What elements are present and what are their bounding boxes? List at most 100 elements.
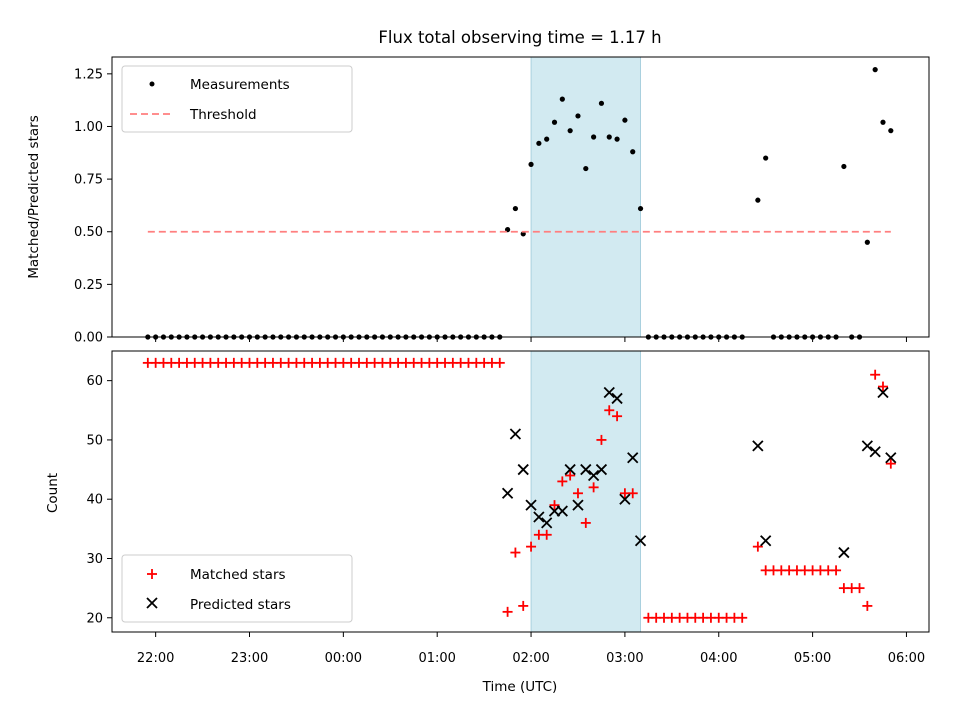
- bottom-y-tick-label: 50: [86, 433, 103, 448]
- predicted-stars-point: [603, 386, 615, 399]
- measurement-point: [864, 239, 870, 245]
- predicted-stars-point-b: [634, 535, 647, 547]
- predicted-stars-point-b: [556, 505, 568, 517]
- matched-stars-point: [877, 381, 888, 392]
- matched-stars-point: [565, 470, 576, 481]
- top-plot-frame: [111, 56, 930, 338]
- predicted-stars-point-b: [587, 469, 600, 482]
- bottom-x-tick-label: 00:00: [325, 651, 362, 666]
- predicted-stars-point: [869, 446, 881, 458]
- top-y-tick-label: 1.00: [74, 120, 103, 135]
- legend-marker-matched-stars: [147, 569, 157, 579]
- predicted-stars-point-b: [501, 487, 514, 499]
- predicted-stars-point-b: [572, 499, 584, 511]
- measurement-point: [630, 149, 636, 155]
- top-legend-box: [121, 65, 353, 133]
- top-y-tick-label: 0.00: [74, 331, 103, 346]
- predicted-stars-point: [509, 428, 522, 440]
- bottom-y-axis-label: Count: [45, 473, 61, 513]
- bottom-y-ticks: 20 30 40 50 60: [86, 374, 112, 626]
- predicted-stars-point: [556, 505, 568, 517]
- bottom-x-tick-label: 06:00: [888, 651, 925, 666]
- matched-stars-point: [737, 612, 748, 623]
- matched-stars-point: [510, 547, 521, 558]
- predicted-stars-point-b: [595, 463, 608, 476]
- predicted-stars-point-b: [611, 392, 623, 405]
- legend-marker-predicted-stars: [146, 597, 158, 609]
- matched-stars-point: [604, 405, 615, 416]
- matched-stars-point: [541, 529, 552, 540]
- measurement-point: [583, 165, 589, 172]
- predicted-stars-point: [525, 499, 537, 511]
- measurement-point: [841, 163, 847, 170]
- bottom-highlight-span-layer: [530, 350, 641, 633]
- matched-stars-point: [870, 369, 881, 380]
- top-y-tick-label: 0.50: [74, 225, 103, 240]
- matched-stars-point: [526, 541, 537, 552]
- bottom-plot-frame: [111, 350, 930, 633]
- bottom-x-tick-label: 01:00: [418, 651, 455, 666]
- measurement-point: [551, 119, 558, 125]
- predicted-stars-point-b: [861, 440, 873, 452]
- matched-stars-point: [549, 500, 560, 511]
- bottom-x-tick-label: 22:00: [137, 651, 174, 666]
- measurement-point: [575, 113, 581, 119]
- bottom-series-layer: [142, 357, 897, 623]
- predicted-stars-point: [533, 511, 545, 523]
- predicted-stars-point: [541, 517, 553, 529]
- bottom-y-tick-label: 40: [86, 493, 103, 508]
- measurement-point: [536, 140, 542, 146]
- predicted-stars-point-b: [603, 386, 615, 399]
- bottom-y-tick-label: 60: [86, 374, 103, 389]
- predicted-stars-point: [861, 440, 873, 452]
- bottom-y-tick-label: 30: [86, 552, 103, 567]
- predicted-stars-point: [595, 463, 608, 476]
- top-legend: Measurements Threshold: [121, 65, 353, 133]
- top-y-tick-label: 0.25: [74, 278, 103, 293]
- predicted-stars-point-b: [564, 463, 576, 476]
- bottom-y-tick-label: 20: [86, 611, 103, 626]
- top-y-tick-label: 0.75: [74, 173, 103, 188]
- bottom-x-tick-label: 03:00: [606, 651, 643, 666]
- matched-stars-point: [580, 517, 591, 528]
- predicted-stars-point-b: [627, 452, 639, 464]
- top-panel: 0.00 0.25 0.50 0.75 1.00 1.25 Matched/Predict…: [26, 56, 930, 346]
- measurement-point: [888, 128, 894, 134]
- top-highlight-span-layer: [530, 56, 641, 338]
- predicted-stars-point-b: [760, 535, 772, 547]
- legend-label-matched-stars: Matched stars: [190, 567, 286, 583]
- measurement-point: [755, 197, 761, 203]
- predicted-stars-point-b: [541, 517, 553, 529]
- bottom-x-tick-label: 23:00: [231, 651, 268, 666]
- bottom-x-ticks: 22:00 23:00 00:00 01:00 02:00 03:00 04:00 05:00…: [137, 632, 925, 666]
- predicted-stars-point: [580, 463, 592, 476]
- matched-stars-point: [502, 606, 513, 617]
- x-axis-label: Time (UTC): [482, 679, 558, 695]
- predicted-stars-point-b: [525, 499, 537, 511]
- predicted-stars-point: [885, 452, 897, 464]
- matched-stars-point: [572, 488, 583, 499]
- bottom-x-tick-label: 04:00: [700, 651, 737, 666]
- measurement-point: [622, 117, 628, 123]
- predicted-stars-point: [634, 535, 647, 547]
- matched-stars-point: [596, 434, 607, 445]
- matched-stars-point: [612, 411, 623, 422]
- measurement-point: [512, 205, 519, 212]
- predicted-stars-point: [564, 463, 576, 476]
- measurement-point: [763, 155, 769, 161]
- matched-stars-point: [831, 565, 842, 576]
- predicted-stars-point-b: [509, 428, 522, 440]
- measurement-point: [528, 161, 534, 167]
- measurement-point: [567, 128, 573, 134]
- predicted-stars-point: [627, 452, 639, 464]
- predicted-stars-point: [752, 440, 764, 452]
- predicted-stars-point-b: [885, 452, 897, 464]
- legend-label-predicted-stars: Predicted stars: [190, 597, 291, 613]
- legend-marker-measurements: [149, 81, 155, 87]
- top-y-axis-label: Matched/Predicted stars: [26, 115, 42, 278]
- measurement-point: [591, 134, 597, 140]
- top-y-ticks: 0.00 0.25 0.50 0.75 1.00 1.25: [74, 67, 112, 346]
- matched-stars-point: [494, 357, 505, 368]
- matched-stars-point: [862, 600, 873, 611]
